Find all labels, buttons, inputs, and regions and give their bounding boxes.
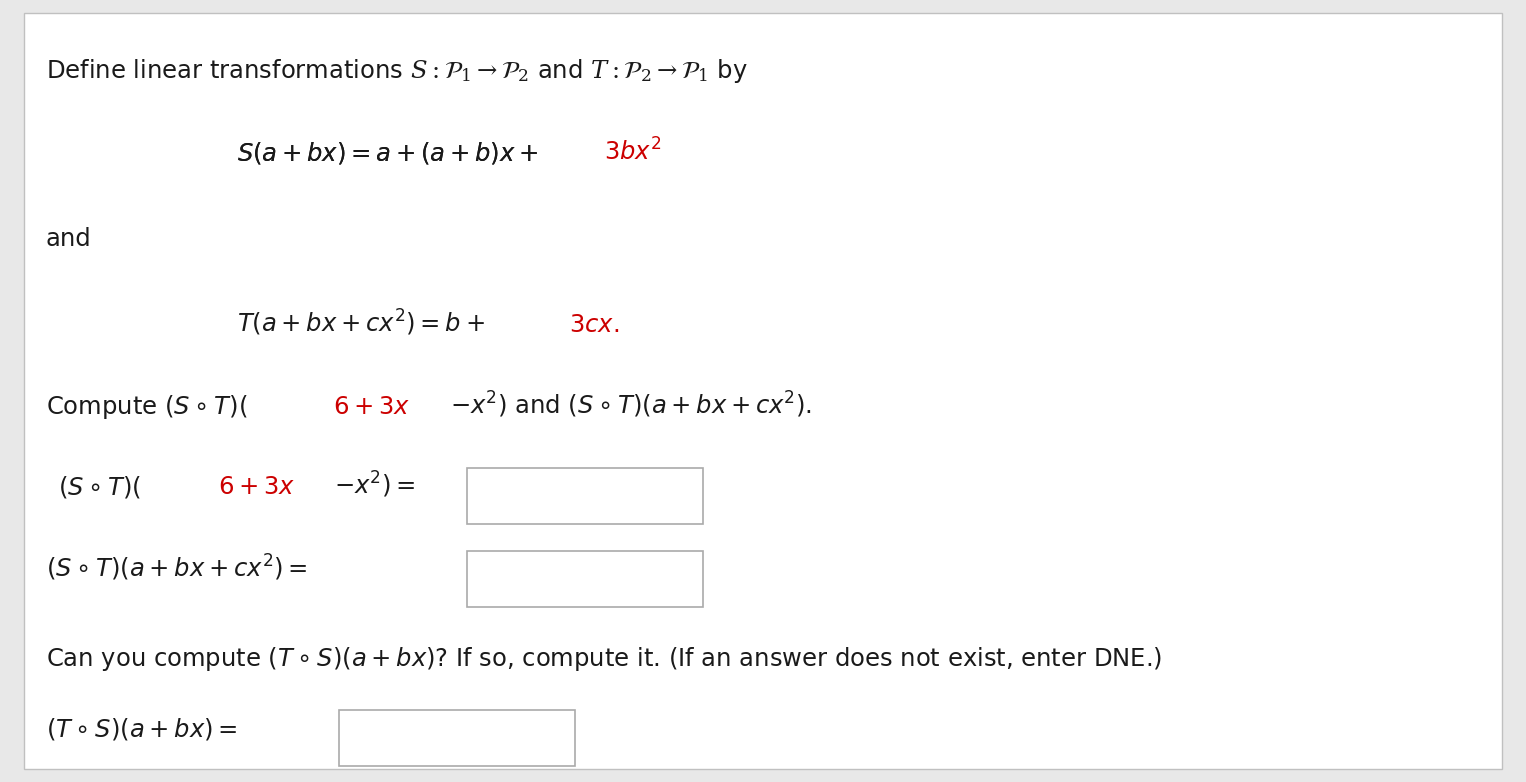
- Text: and: and: [46, 228, 92, 251]
- Text: Compute $(S \circ T)($: Compute $(S \circ T)($: [46, 393, 247, 421]
- Text: $ - x^2)$ and $(S \circ T)(a + bx + cx^2).$: $ - x^2)$ and $(S \circ T)(a + bx + cx^2…: [450, 390, 812, 421]
- Text: $(S \circ T)(a + bx + cx^2) =$: $(S \circ T)(a + bx + cx^2) =$: [46, 553, 307, 583]
- Text: Define linear transformations $S : \mathcal{P}_1 \rightarrow \mathcal{P}_2$ and : Define linear transformations $S : \math…: [46, 57, 748, 85]
- Text: $S(a + bx) = a + (a + b)x + $: $S(a + bx) = a + (a + b)x + $: [237, 140, 537, 166]
- FancyBboxPatch shape: [467, 551, 703, 607]
- Text: Can you compute $(T \circ S)(a + bx)$? If so, compute it. (If an answer does not: Can you compute $(T \circ S)(a + bx)$? I…: [46, 645, 1163, 673]
- Text: $6 + 3x$: $6 + 3x$: [218, 475, 296, 499]
- Text: $6 + 3x$: $6 + 3x$: [333, 396, 410, 419]
- Text: $3cx.$: $3cx.$: [569, 314, 620, 337]
- Text: $S(a + bx) = a + (a + b)x + $: $S(a + bx) = a + (a + b)x + $: [237, 140, 537, 166]
- FancyBboxPatch shape: [467, 468, 703, 524]
- Text: $T(a + bx + cx^2) = b + $: $T(a + bx + cx^2) = b + $: [237, 308, 484, 339]
- Text: $ - x^2) =$: $ - x^2) =$: [334, 470, 415, 500]
- Text: $3bx^2$: $3bx^2$: [604, 138, 662, 165]
- Text: $(T \circ S)(a + bx) =$: $(T \circ S)(a + bx) =$: [46, 716, 238, 742]
- Text: $(S \circ T)($: $(S \circ T)($: [58, 474, 142, 500]
- FancyBboxPatch shape: [339, 710, 575, 766]
